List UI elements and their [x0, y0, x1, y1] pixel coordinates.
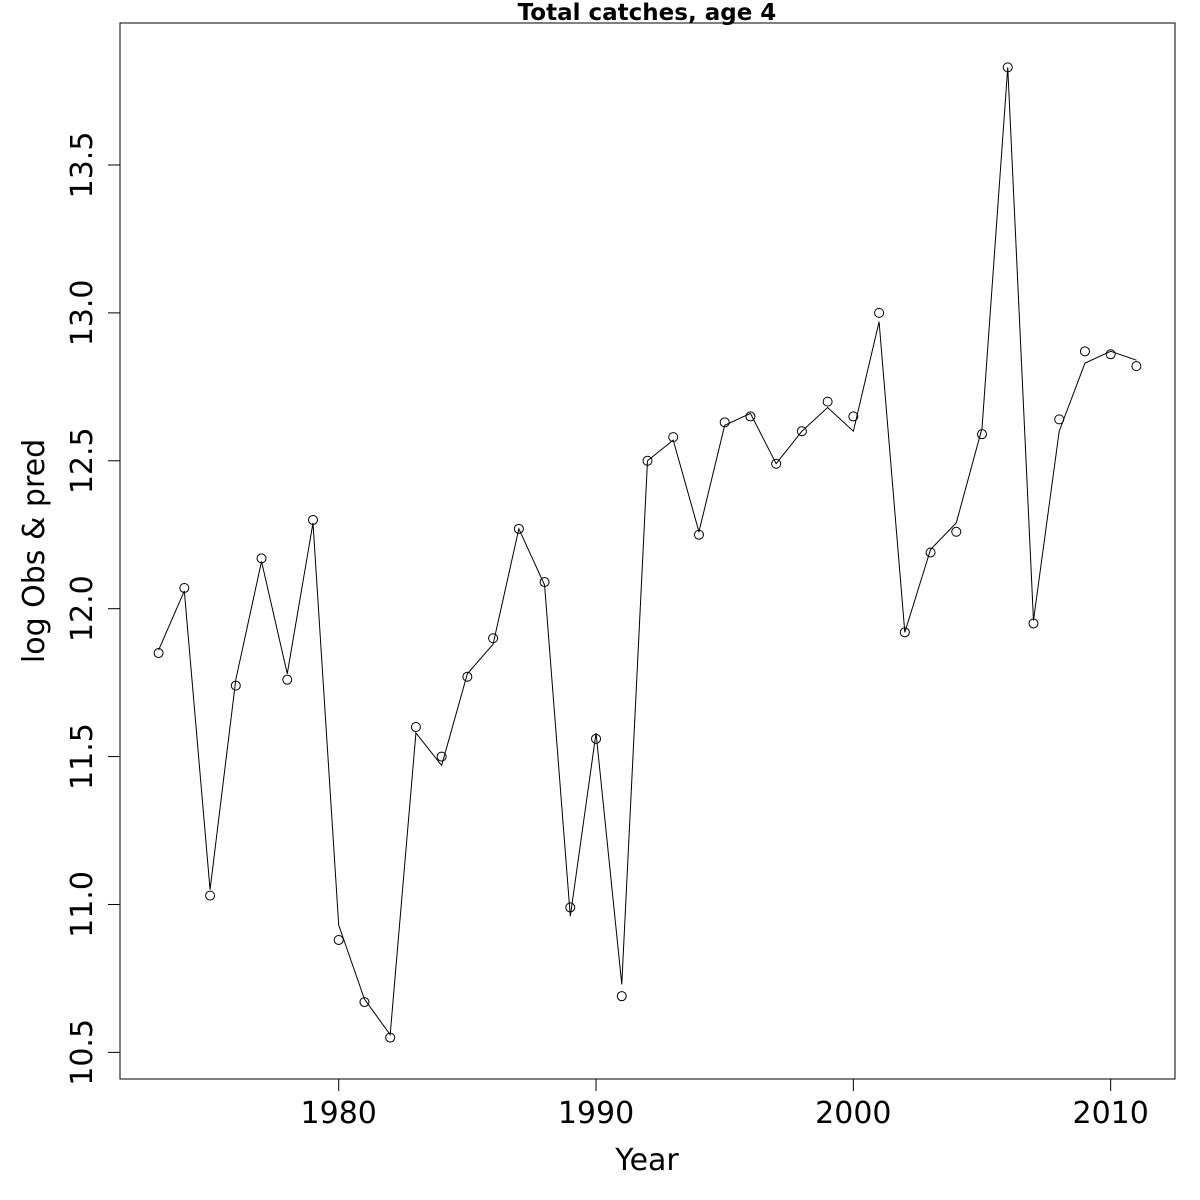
observed-point — [796, 426, 807, 437]
y-tick-label: 12.5 — [65, 427, 100, 494]
x-tick-label: 2000 — [815, 1096, 891, 1131]
observed-point — [848, 411, 859, 422]
x-axis: 1980 1990 2000 2010 — [301, 1079, 1149, 1131]
observed-point — [385, 1032, 396, 1043]
plot-area — [153, 62, 1142, 1043]
predicted-line — [158, 67, 1137, 1037]
y-tick-label: 13.5 — [65, 132, 100, 199]
x-tick-label: 1990 — [558, 1096, 634, 1131]
observed-point — [771, 458, 782, 469]
y-tick-label: 12.0 — [65, 575, 100, 642]
x-tick-label: 2010 — [1072, 1096, 1148, 1131]
observed-point — [977, 429, 988, 440]
x-tick-label: 1980 — [301, 1096, 377, 1131]
observed-point — [488, 633, 499, 644]
y-tick-label: 10.5 — [65, 1019, 100, 1086]
observed-point — [307, 514, 318, 525]
observed-point — [822, 396, 833, 407]
observed-point — [1079, 346, 1090, 357]
y-axis-label: log Obs & pred — [17, 439, 52, 663]
observed-point — [359, 997, 370, 1008]
chart-title: Total catches, age 4 — [518, 0, 777, 26]
observed-point — [925, 547, 936, 558]
observed-point — [410, 722, 421, 732]
observed-point — [513, 523, 524, 534]
observed-point — [333, 934, 344, 945]
y-tick-label: 13.0 — [65, 279, 100, 346]
observed-point — [256, 553, 267, 564]
y-axis: 10.5 11.0 11.5 12.0 12.5 13.0 13.5 — [65, 132, 120, 1086]
observed-point — [719, 417, 730, 428]
x-axis-label: Year — [614, 1143, 679, 1178]
observed-point — [436, 751, 447, 762]
plot-frame — [119, 22, 1176, 1080]
observed-point — [591, 733, 602, 744]
y-tick-label: 11.0 — [65, 871, 100, 938]
observed-point — [745, 411, 756, 422]
observed-point — [642, 455, 653, 466]
observed-point — [230, 680, 241, 691]
observed-point — [153, 648, 164, 659]
observed-point — [1105, 349, 1116, 360]
observed-point — [565, 902, 576, 913]
observed-point — [874, 307, 885, 318]
y-tick-label: 11.5 — [65, 723, 100, 790]
observed-point — [1028, 618, 1039, 629]
observed-point — [693, 529, 704, 540]
observed-point — [951, 526, 962, 537]
observed-point — [616, 991, 627, 1002]
observed-point — [282, 674, 293, 685]
observed-point — [668, 432, 679, 443]
observed-point — [179, 582, 190, 593]
observed-point — [205, 890, 216, 901]
observed-point — [1054, 414, 1065, 425]
observed-point — [1131, 361, 1142, 372]
observed-point — [1002, 62, 1013, 73]
observed-point — [899, 627, 910, 638]
observed-point — [539, 577, 550, 588]
observed-point — [462, 671, 473, 682]
